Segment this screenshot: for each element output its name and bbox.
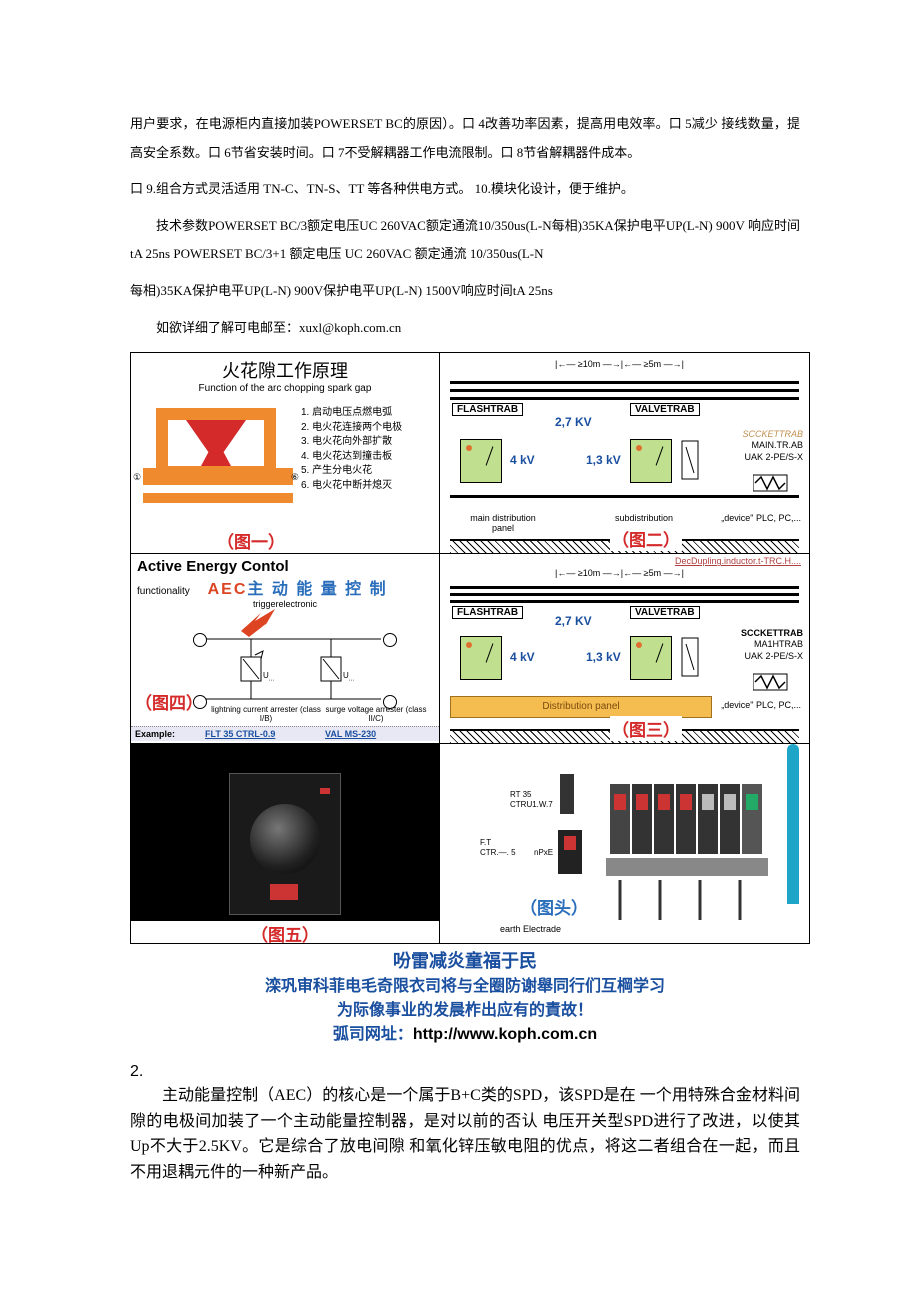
paragraph-email: 如欲详细了解可电邮至：xuxl@koph.com.cn <box>130 314 800 343</box>
foot-label: „device" PLC, PC,... <box>721 700 801 710</box>
plabel: CTR.—. 5 <box>480 848 516 858</box>
aec-title-en: Active Energy Contol <box>137 558 433 575</box>
kv-mid: 2,7 KV <box>555 415 592 429</box>
panel-aec: Active Energy Contol functionality AEC主 … <box>130 554 440 744</box>
spd-box <box>630 439 672 483</box>
spd-box <box>630 636 672 680</box>
panel-scheme-a: |←— ≥10m —→|←— ≥5m —→| FLASHTRAB VALVETR… <box>440 352 810 554</box>
side-label: UAK 2-PE/S-X <box>741 651 803 662</box>
sparkgap-title-cn: 火花隙工作原理 <box>131 357 439 383</box>
kv-left: 4 kV <box>510 453 535 467</box>
dist: ≥5m <box>644 568 661 578</box>
label-box: VALVETRAB <box>630 606 700 619</box>
label-valvetrab: VALVETRAB <box>630 403 700 416</box>
side-label: UAK 2-PE/S-X <box>742 452 803 463</box>
legend-item: 电火花连接两个电极 <box>312 422 402 433</box>
section-2-number: 2. <box>130 1063 800 1081</box>
fig-label-3: （图三） <box>610 716 682 741</box>
kv: 4 kV <box>510 650 535 664</box>
panel-scheme-b: DecDupling.inductor.t-TRC.H.... |←— ≥10m… <box>440 554 810 744</box>
section-2-text: 主动能量控制（AEC）的核心是一个属于B+C类的SPD，该SPD是在 一个用特殊… <box>130 1083 800 1185</box>
aec-example: VAL MS-230 <box>325 729 435 739</box>
paragraph-2: 技术参数POWERSET BC/3额定电压UC 260VAC额定通流10/350… <box>130 212 800 269</box>
foot-label: „device" PLC, PC,... <box>721 513 801 523</box>
aec-row-label: surge voltage arrester (class II/C) <box>321 705 431 723</box>
paragraph-1b: 口 9.组合方式灵活适用 TN-C、TN-S、TT 等各种供电方式。 10.模块… <box>130 175 800 204</box>
plabel: nPxE <box>534 848 553 857</box>
spd-box <box>460 636 502 680</box>
aec-row-label: lightning current arrester (class I/B) <box>211 705 321 723</box>
side-label: MAIN.TR.AB <box>742 440 803 451</box>
promo-line: 滦巩审科菲电毛奇限衣司将与全圈防谢舉同行们互棡学习 <box>130 975 800 999</box>
device-photo <box>229 773 341 915</box>
plabel: CTRU1.W.7 <box>510 800 553 810</box>
legend-item: 电火花达到撞击板 <box>312 451 392 462</box>
label-box: FLASHTRAB <box>452 606 523 619</box>
legend-item: 电火花中断并熄灭 <box>312 480 392 491</box>
spd-box <box>460 439 502 483</box>
panel-photo-left: （图五） <box>130 744 440 944</box>
dist-panel-band: Distribution panel <box>450 696 712 718</box>
top-note: DecDupling.inductor.t-TRC.H.... <box>675 556 801 566</box>
dist: ≥10m <box>578 568 600 578</box>
plabel: F.T <box>480 838 516 848</box>
promo-url: http://www.koph.com.cn <box>413 1026 597 1043</box>
aec-example: FLT 35 CTRL-0.9 <box>205 729 325 739</box>
aec-blue: 主 动 能 量 控 制 <box>247 581 387 598</box>
legend-item: 启动电压点燃电弧 <box>312 407 392 418</box>
aec-example-label: Example: <box>131 729 205 739</box>
panel-spark-gap: 火花隙工作原理 Function of the arc chopping spa… <box>130 352 440 554</box>
promo-block: 吩雷减炎童福于民 滦巩审科菲电毛奇限衣司将与全圈防谢舉同行们互棡学习 为际像事业… <box>130 948 800 1047</box>
promo-url-label: 弧司网址： <box>333 1026 413 1043</box>
paragraph-1: 用户要求，在电源柜内直接加装POWERSET BC的原因）。口 4改善功率因素，… <box>130 110 800 167</box>
fig-label-head: （图头） <box>520 894 588 919</box>
side-label: SCCKETTRAB <box>742 429 803 440</box>
fig-label-1: （图一） <box>217 528 285 553</box>
foot-label: subdistribution <box>615 513 673 523</box>
legend-item: 产生分电火花 <box>312 465 372 476</box>
earth-label: earth Electrade <box>500 924 561 934</box>
dist-2: ≥5m <box>644 359 661 369</box>
legend-item: 电火花向外部扩散 <box>312 436 392 447</box>
aec-func: functionality <box>137 586 190 597</box>
sparkgap-graphic: ① ⑥ <box>131 394 301 534</box>
paragraph-2b: 每相)35KA保护电平UP(L-N) 900V保护电平UP(L-N) 1500V… <box>130 277 800 306</box>
promo-line: 吩雷减炎童福于民 <box>130 948 800 975</box>
dist-1: ≥10m <box>578 359 600 369</box>
sparkgap-legend: 1. 启动电压点燃电弧 2. 电火花连接两个电极 3. 电火花向外部扩散 4. … <box>301 404 425 524</box>
fig-label-5: （图五） <box>251 926 319 944</box>
aec-trigger: triggerelectronic <box>137 599 433 609</box>
foot-label: main distribution panel <box>458 513 548 533</box>
panel-photo-right: RT 35 CTRU1.W.7 F.T CTR.—. 5 nPxE （图头） e… <box>440 744 810 944</box>
diagram-block: 火花隙工作原理 Function of the arc chopping spa… <box>130 352 800 944</box>
fig-label-2: （图二） <box>610 526 682 551</box>
sparkgap-title-en: Function of the arc chopping spark gap <box>131 383 439 394</box>
kv: 2,7 KV <box>555 614 592 628</box>
label-flashtrab: FLASHTRAB <box>452 403 523 416</box>
kv-right: 1,3 kV <box>586 453 621 467</box>
promo-line: 为际像事业的发晨柞出应有的責故！ <box>130 999 800 1023</box>
aec-red: AEC <box>208 581 248 598</box>
plabel: RT 35 <box>510 790 553 800</box>
side-label: SCCKETTRAB <box>741 628 803 639</box>
kv: 1,3 kV <box>586 650 621 664</box>
side-label: MA1HTRAB <box>741 639 803 650</box>
